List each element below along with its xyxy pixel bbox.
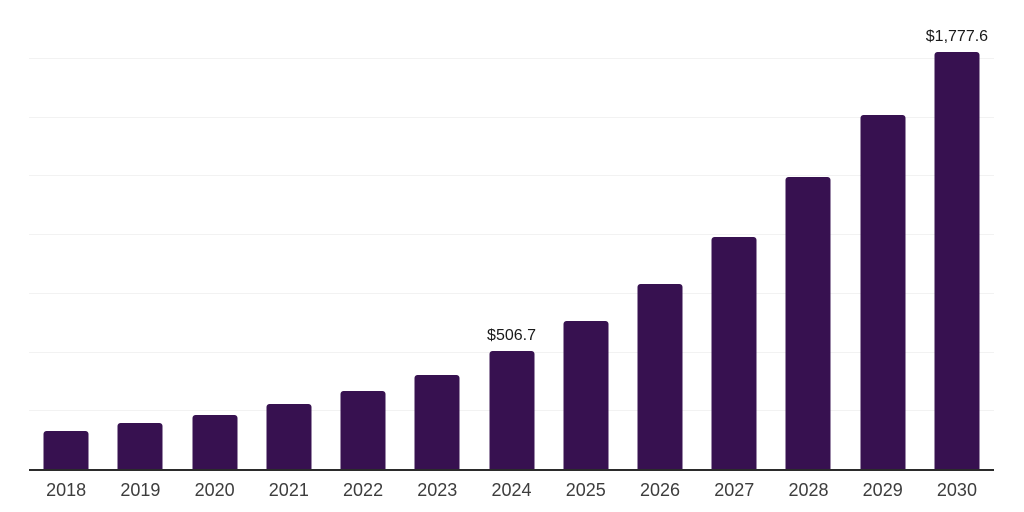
gridline-1250 (29, 175, 994, 177)
x-tick-label-2030: 2030 (936, 480, 977, 500)
bar-slot-2022 (326, 0, 400, 470)
bar-2023 (414, 374, 460, 470)
bar-2019 (117, 422, 163, 470)
bar-2027 (711, 237, 757, 470)
value-label-2024: $506.7 (487, 326, 536, 344)
value-label-2030: $1,777.6 (925, 28, 989, 46)
bar-slot-2018 (29, 0, 103, 470)
bar-2025 (563, 321, 609, 470)
x-tick-label-2028: 2028 (788, 480, 829, 500)
bar-2018 (43, 430, 89, 470)
bar-2022 (340, 390, 386, 470)
x-tick-label-2025: 2025 (565, 480, 606, 500)
bar-slot-2025 (549, 0, 623, 470)
bar-slot-2024: $506.7 (474, 0, 548, 470)
gridline-1500 (29, 116, 994, 118)
x-tick-label-2022: 2022 (343, 480, 384, 500)
x-axis-line (29, 469, 994, 471)
bar-2020 (192, 415, 238, 470)
x-tick-label-2023: 2023 (417, 480, 458, 500)
x-tick-label-2027: 2027 (714, 480, 755, 500)
bar-slot-2021 (252, 0, 326, 470)
bar-2024 (489, 350, 535, 470)
bar-slot-2030: $1,777.6 (920, 0, 994, 470)
x-tick-label-2020: 2020 (194, 480, 235, 500)
x-tick-label-2026: 2026 (639, 480, 681, 500)
plot-area: $506.7 $1,777.6 (29, 0, 994, 471)
bar-2028 (785, 177, 831, 470)
bar-2030 (934, 52, 980, 470)
x-tick-label-2021: 2021 (268, 480, 309, 500)
x-tick-label-2019: 2019 (120, 480, 161, 500)
bar-2021 (266, 404, 312, 470)
bar-slot-2027 (697, 0, 771, 470)
bar-2029 (860, 114, 906, 470)
bar-2026 (637, 284, 683, 470)
bar-slot-2020 (177, 0, 251, 470)
x-tick-label-2018: 2018 (46, 480, 87, 500)
bar-slot-2026 (623, 0, 697, 470)
gridline-1000 (29, 234, 994, 235)
gridline-750 (29, 292, 994, 294)
bars-row: $506.7 $1,777.6 (29, 0, 994, 470)
bar-slot-2023 (400, 0, 474, 470)
x-axis-labels: 2018 2019 2020 2021 2022 2023 2024 2025 2026 2027… (29, 480, 994, 502)
bar-slot-2028 (771, 0, 845, 470)
x-tick-label-2024: 2024 (491, 480, 532, 500)
x-tick-label-2029: 2029 (862, 480, 903, 500)
gridline-1750 (29, 57, 994, 59)
bar-slot-2029 (846, 0, 920, 470)
bar-slot-2019 (103, 0, 177, 470)
